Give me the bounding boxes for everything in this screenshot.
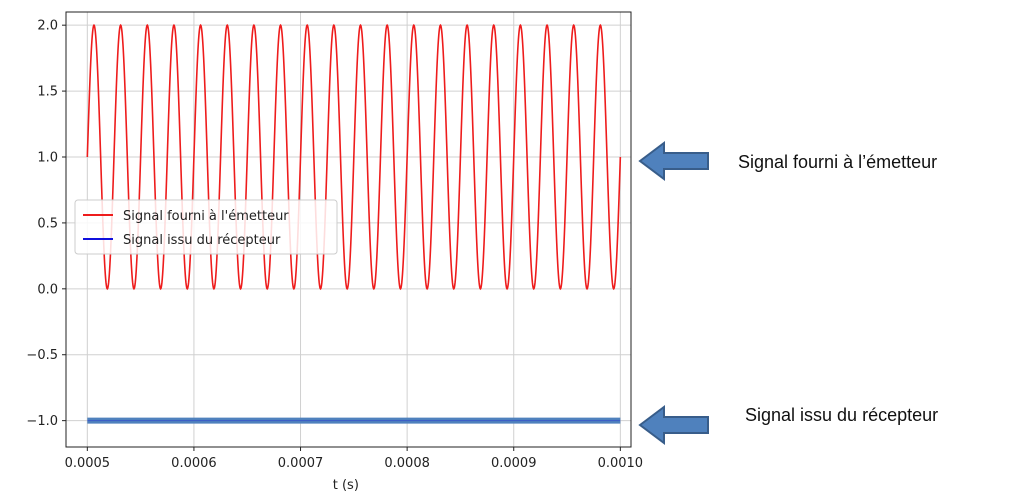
legend: Signal fourni à l'émetteur Signal issu d… — [74, 199, 338, 255]
x-axis-label: t (s) — [333, 478, 359, 493]
y-tick-label: −1.0 — [26, 414, 58, 429]
arrow-shape — [638, 141, 709, 181]
axis-ticks: 0.0005 0.0006 0.0007 0.0008 0.0009 0.0010 2.0 1… — [26, 19, 643, 471]
y-tick-label: 2.0 — [37, 19, 58, 34]
legend-box — [74, 199, 338, 255]
x-tick-label: 0.0010 — [598, 456, 644, 471]
arrow-shape — [638, 405, 709, 445]
legend-label-emitter: Signal fourni à l'émetteur — [123, 209, 289, 224]
y-tick-label: 1.0 — [37, 151, 58, 166]
series-line-emitter — [86, 23, 622, 291]
arrow-left-icon — [638, 141, 709, 181]
y-tick-label: 0.0 — [37, 282, 58, 297]
x-tick-label: 0.0008 — [384, 456, 430, 471]
legend-label-receiver: Signal issu du récepteur — [123, 233, 281, 248]
x-tick-label: 0.0006 — [171, 456, 217, 471]
series — [86, 23, 622, 424]
x-tick-label: 0.0007 — [278, 456, 324, 471]
annotation-emitter: Signal fourni à l’émetteur — [738, 152, 937, 172]
y-tick-label: 0.5 — [37, 216, 58, 231]
arrow-left-icon — [638, 405, 709, 445]
x-tick-label: 0.0009 — [491, 456, 537, 471]
y-tick-label: −0.5 — [26, 348, 58, 363]
plot-frame — [65, 11, 632, 448]
x-tick-label: 0.0005 — [65, 456, 111, 471]
annotation-receiver: Signal issu du récepteur — [745, 405, 938, 425]
y-tick-label: 1.5 — [37, 85, 58, 100]
